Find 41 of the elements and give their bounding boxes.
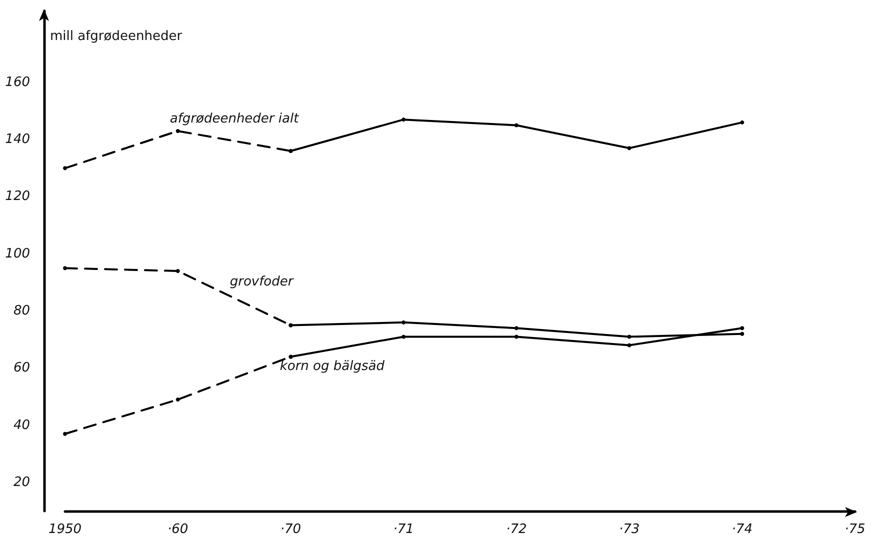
point	[514, 326, 518, 330]
y-tick-label: 80	[13, 304, 30, 318]
x-tick-label: ·74	[732, 522, 752, 536]
x-tick-label: ·75	[844, 522, 866, 536]
point	[63, 166, 67, 170]
point	[740, 120, 744, 124]
y-tick-label: 100	[5, 246, 30, 262]
point	[740, 326, 744, 330]
point	[402, 118, 406, 122]
point	[63, 432, 67, 436]
point	[627, 146, 632, 150]
point	[627, 343, 632, 348]
point	[288, 323, 293, 328]
x-tick-label: 1950	[48, 522, 82, 536]
series-label: grovfoder	[230, 274, 295, 290]
series-label: afgrødeenheder ialt	[170, 112, 300, 126]
x-tick-label: ·60	[168, 522, 188, 536]
y-tick-label: 120	[5, 189, 30, 204]
point	[627, 334, 632, 339]
point	[63, 266, 67, 270]
y-tick-label: 40	[13, 418, 30, 433]
point	[514, 334, 518, 339]
point	[402, 320, 406, 324]
y-tick-label: 20	[13, 474, 30, 490]
point	[288, 354, 293, 359]
y-tick-label: 60	[13, 360, 30, 376]
x-tick-label: ·70	[280, 522, 302, 536]
point	[514, 123, 518, 128]
point	[176, 398, 180, 402]
point	[288, 149, 293, 153]
point	[176, 129, 180, 133]
x-tick-label: ·71	[393, 522, 414, 536]
y-tick-label: 160	[5, 74, 30, 90]
point	[402, 334, 406, 339]
point	[176, 269, 180, 273]
x-tick-label: ·73	[618, 522, 640, 536]
y-tick-label: 140	[5, 132, 30, 148]
point	[740, 332, 744, 336]
y-axis-title: mill afgrødeenheder	[50, 29, 183, 44]
x-tick-label: ·72	[506, 522, 527, 536]
series-label: korn og bälgsäd	[280, 359, 386, 374]
